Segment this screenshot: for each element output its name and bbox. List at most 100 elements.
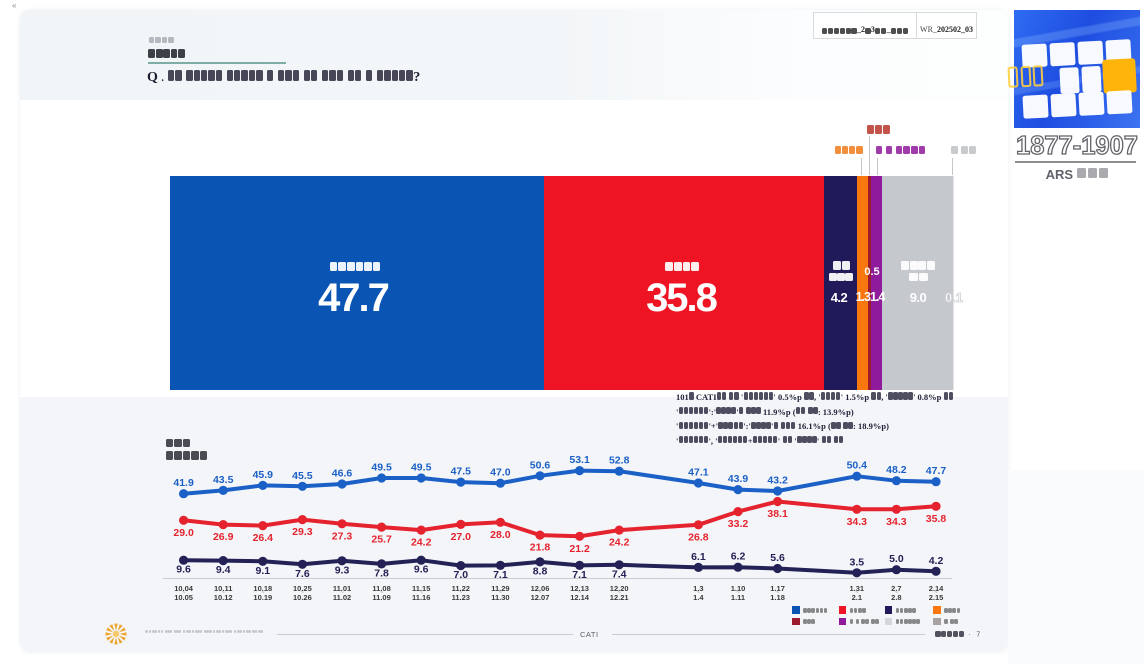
svg-text:1.31: 1.31 <box>849 584 864 593</box>
svg-text:11.09: 11.09 <box>372 593 390 602</box>
svg-text:~: ~ <box>776 590 779 596</box>
svg-text:11.15: 11.15 <box>412 584 430 593</box>
svg-text:10.04: 10.04 <box>174 584 194 593</box>
svg-text:~: ~ <box>934 590 937 596</box>
svg-text:26.9: 26.9 <box>213 531 234 543</box>
svg-text:7.6: 7.6 <box>295 568 310 580</box>
svg-text:27.0: 27.0 <box>451 531 472 543</box>
svg-text:12.20: 12.20 <box>610 584 629 593</box>
svg-text:2.8: 2.8 <box>891 593 901 602</box>
svg-text:~: ~ <box>380 590 383 596</box>
svg-text:9.1: 9.1 <box>255 565 270 577</box>
svg-text:~: ~ <box>420 590 423 596</box>
svg-text:10.26: 10.26 <box>293 593 312 602</box>
svg-text:2.1: 2.1 <box>852 593 862 602</box>
svg-text:33.2: 33.2 <box>728 518 749 530</box>
svg-text:11.08: 11.08 <box>372 584 390 593</box>
svg-text:47.7: 47.7 <box>926 465 947 477</box>
svg-text:26.4: 26.4 <box>253 532 274 544</box>
svg-text:24.2: 24.2 <box>411 537 432 549</box>
svg-text:~: ~ <box>538 590 541 596</box>
svg-text:3.5: 3.5 <box>849 556 864 568</box>
svg-text:35.8: 35.8 <box>926 513 947 525</box>
svg-text:48.2: 48.2 <box>886 464 907 476</box>
svg-text:7.1: 7.1 <box>493 569 508 581</box>
svg-text:~: ~ <box>340 590 343 596</box>
svg-text:52.8: 52.8 <box>609 455 630 467</box>
svg-text:11.22: 11.22 <box>452 584 470 593</box>
svg-text:2.14: 2.14 <box>929 584 944 593</box>
svg-text:47.1: 47.1 <box>688 467 709 479</box>
svg-text:28.0: 28.0 <box>490 529 511 541</box>
svg-text:5.0: 5.0 <box>889 553 904 565</box>
svg-text:53.1: 53.1 <box>569 454 590 466</box>
svg-text:~: ~ <box>222 590 225 596</box>
svg-text:47.5: 47.5 <box>451 466 472 478</box>
svg-text:29.0: 29.0 <box>173 527 194 539</box>
svg-text:50.4: 50.4 <box>847 460 868 472</box>
svg-text:12.13: 12.13 <box>570 584 589 593</box>
svg-text:34.3: 34.3 <box>886 516 907 528</box>
svg-text:26.8: 26.8 <box>688 531 709 543</box>
svg-text:~: ~ <box>182 590 185 596</box>
svg-text:24.2: 24.2 <box>609 537 630 549</box>
svg-text:~: ~ <box>618 590 621 596</box>
svg-text:25.7: 25.7 <box>371 534 392 546</box>
svg-text:11.30: 11.30 <box>491 593 509 602</box>
svg-text:~: ~ <box>261 590 264 596</box>
svg-text:1.11: 1.11 <box>731 593 745 602</box>
svg-text:~: ~ <box>459 590 462 596</box>
svg-text:7.4: 7.4 <box>612 568 627 580</box>
svg-text:2.15: 2.15 <box>929 593 944 602</box>
svg-text:6.2: 6.2 <box>731 551 746 563</box>
svg-text:45.5: 45.5 <box>292 470 313 482</box>
svg-text:1.3: 1.3 <box>693 584 703 593</box>
svg-text:12.14: 12.14 <box>570 593 590 602</box>
svg-text:50.6: 50.6 <box>530 459 551 471</box>
svg-text:~: ~ <box>578 590 581 596</box>
svg-text:11.16: 11.16 <box>412 593 430 602</box>
svg-text:~: ~ <box>697 590 700 596</box>
svg-text:46.6: 46.6 <box>332 468 353 480</box>
svg-text:~: ~ <box>736 590 739 596</box>
svg-text:10.05: 10.05 <box>174 593 193 602</box>
svg-text:47.0: 47.0 <box>490 467 511 479</box>
svg-text:34.3: 34.3 <box>847 516 868 528</box>
svg-text:12.07: 12.07 <box>531 593 550 602</box>
svg-text:11.29: 11.29 <box>491 584 509 593</box>
svg-text:38.1: 38.1 <box>767 508 788 520</box>
svg-text:12.06: 12.06 <box>531 584 550 593</box>
svg-text:1.4: 1.4 <box>693 593 704 602</box>
svg-text:49.5: 49.5 <box>411 462 432 474</box>
svg-text:21.8: 21.8 <box>530 542 551 554</box>
svg-text:4.2: 4.2 <box>929 555 944 567</box>
svg-text:5.6: 5.6 <box>770 552 785 564</box>
svg-text:7.8: 7.8 <box>374 567 389 579</box>
svg-text:45.9: 45.9 <box>253 469 274 481</box>
svg-text:29.3: 29.3 <box>292 526 313 538</box>
svg-text:10.11: 10.11 <box>214 584 232 593</box>
svg-text:8.8: 8.8 <box>533 565 548 577</box>
svg-text:~: ~ <box>499 590 502 596</box>
svg-text:1.17: 1.17 <box>770 584 785 593</box>
svg-text:10.12: 10.12 <box>214 593 233 602</box>
svg-text:43.2: 43.2 <box>767 475 788 487</box>
svg-text:11.23: 11.23 <box>452 593 470 602</box>
svg-text:9.6: 9.6 <box>414 564 429 576</box>
svg-text:41.9: 41.9 <box>173 477 194 489</box>
svg-text:7.0: 7.0 <box>453 569 468 581</box>
svg-text:~: ~ <box>895 590 898 596</box>
svg-text:1.18: 1.18 <box>770 593 785 602</box>
svg-text:~: ~ <box>855 590 858 596</box>
svg-text:9.4: 9.4 <box>216 564 231 576</box>
svg-text:7.1: 7.1 <box>572 569 587 581</box>
svg-text:10.18: 10.18 <box>253 584 272 593</box>
svg-text:10.19: 10.19 <box>253 593 272 602</box>
svg-text:21.2: 21.2 <box>569 543 590 555</box>
svg-text:9.6: 9.6 <box>176 564 191 576</box>
svg-text:43.5: 43.5 <box>213 474 234 486</box>
svg-text:49.5: 49.5 <box>371 462 392 474</box>
svg-text:1.10: 1.10 <box>731 584 746 593</box>
svg-text:2.7: 2.7 <box>891 584 901 593</box>
svg-text:12.21: 12.21 <box>610 593 629 602</box>
